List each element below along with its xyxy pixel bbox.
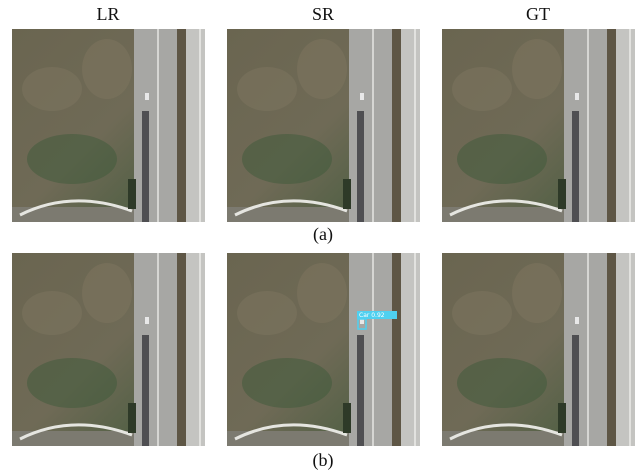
page: LR SR GT (a) Car 0.92 (b) (() => { const… <box>0 0 642 475</box>
row-caption: (b) <box>313 450 334 471</box>
column-label: LR <box>96 4 119 24</box>
detection-label: Car 0.92 <box>359 312 385 319</box>
row-caption: (a) <box>313 224 333 245</box>
column-label: SR <box>312 4 334 24</box>
column-label: GT <box>526 4 550 24</box>
gt-image <box>442 253 635 446</box>
gt-image <box>442 29 635 222</box>
lr-image <box>12 29 205 222</box>
lr-image <box>12 253 205 446</box>
figure: LR SR GT (a) Car 0.92 (b) <box>0 0 642 475</box>
sr-image <box>227 29 420 222</box>
sr-image <box>227 253 420 446</box>
